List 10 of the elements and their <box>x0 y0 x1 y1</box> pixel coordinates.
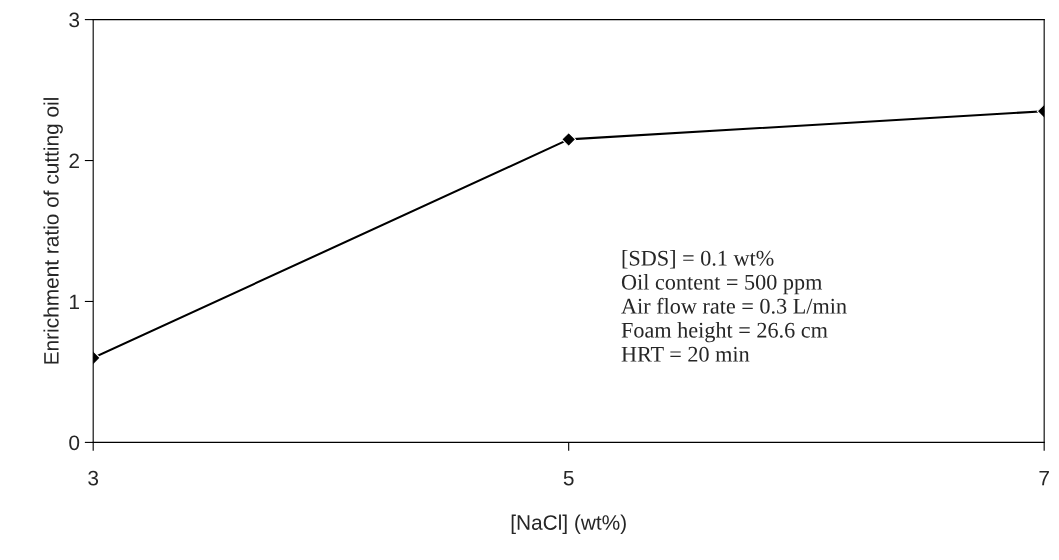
y-tick-label: 2 <box>69 153 79 169</box>
y-tick-label: 1 <box>70 294 79 310</box>
x-tick-label: 3 <box>88 470 99 486</box>
y-axis-title: Enrichment ratio of cutting oil <box>43 98 63 364</box>
x-tick-label: 5 <box>563 470 574 486</box>
x-axis-title: [NaCl] (wt%) <box>511 514 626 535</box>
x-tick-label: 7 <box>1039 470 1049 486</box>
y-tick-label: 3 <box>69 12 80 28</box>
annotation: [SDS] = 0.1 wt% Oil content = 500 ppm Air flow rate = 0.3 L/min Foam height = 26.6 cm HRT = 20 min <box>621 250 847 362</box>
y-tick-label: 0 <box>69 435 80 451</box>
